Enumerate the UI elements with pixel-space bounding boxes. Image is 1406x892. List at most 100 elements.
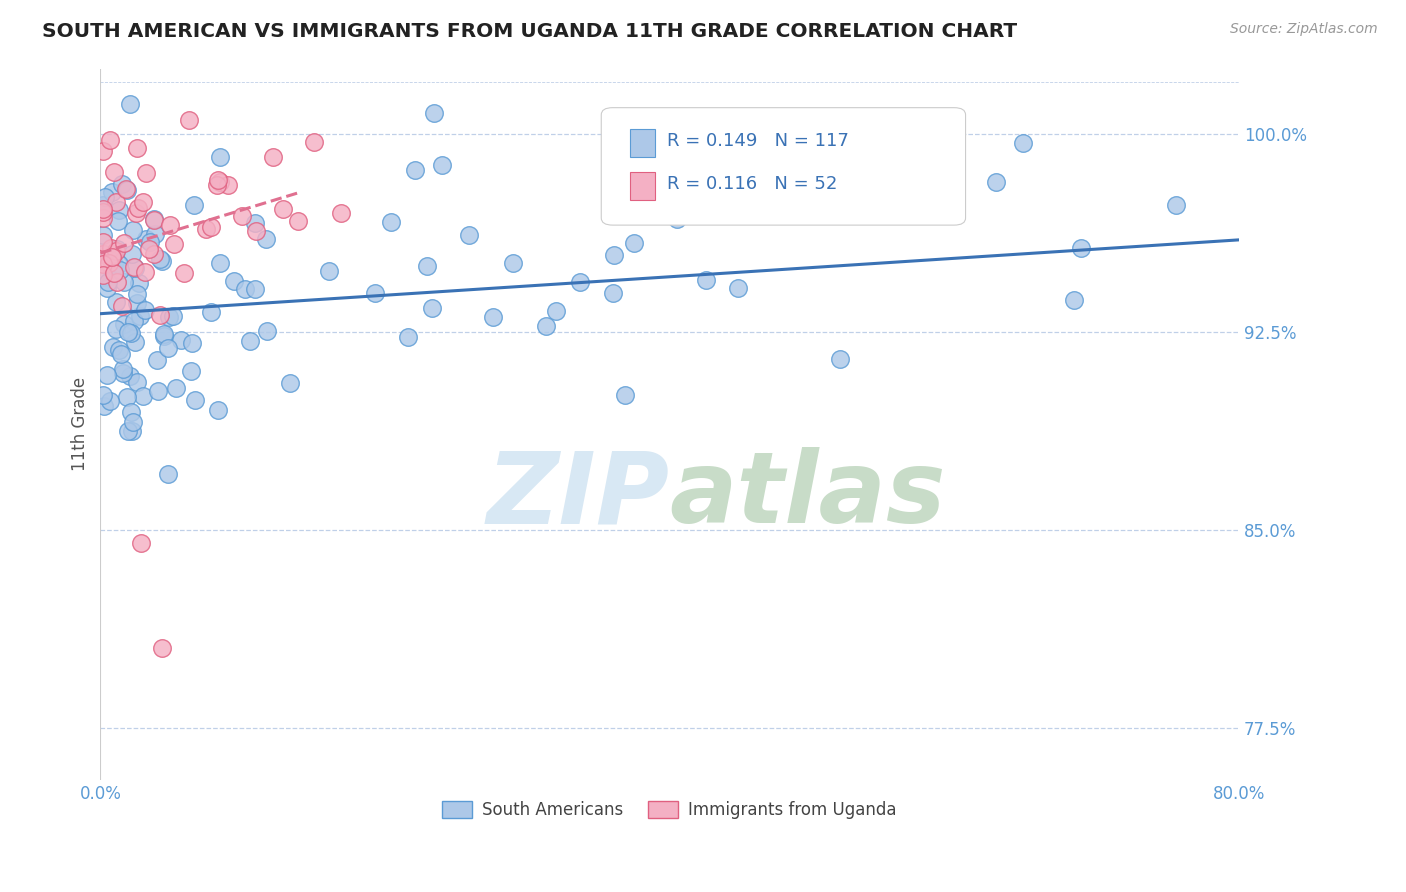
Point	[262, 150, 284, 164]
Point	[162, 309, 184, 323]
Point	[183, 197, 205, 211]
Point	[1012, 136, 1035, 151]
Point	[287, 214, 309, 228]
Point	[180, 364, 202, 378]
Point	[122, 314, 145, 328]
Point	[138, 242, 160, 256]
Point	[108, 343, 131, 357]
Point	[142, 211, 165, 226]
Point	[110, 347, 132, 361]
Point	[100, 133, 122, 147]
Point	[256, 324, 278, 338]
Point	[91, 388, 114, 402]
FancyBboxPatch shape	[602, 108, 966, 225]
Point	[139, 235, 162, 249]
FancyBboxPatch shape	[630, 172, 655, 200]
Point	[111, 177, 134, 191]
Point	[125, 140, 148, 154]
Point	[125, 206, 148, 220]
Point	[420, 301, 443, 316]
Point	[127, 375, 149, 389]
Point	[120, 369, 142, 384]
Point	[122, 415, 145, 429]
Point	[103, 257, 125, 271]
Point	[131, 388, 153, 402]
Y-axis label: 11th Grade: 11th Grade	[72, 377, 89, 472]
Point	[502, 256, 524, 270]
Point	[209, 175, 232, 189]
Point	[254, 232, 277, 246]
Point	[112, 317, 135, 331]
Point	[156, 467, 179, 482]
Point	[98, 393, 121, 408]
Point	[1164, 198, 1187, 212]
Point	[105, 321, 128, 335]
Point	[112, 236, 135, 251]
Point	[115, 183, 138, 197]
Point	[134, 264, 156, 278]
Point	[121, 247, 143, 261]
Point	[146, 384, 169, 398]
Point	[239, 334, 262, 349]
Point	[727, 281, 749, 295]
Point	[149, 308, 172, 322]
Point	[135, 232, 157, 246]
Point	[120, 405, 142, 419]
Point	[207, 173, 229, 187]
Point	[231, 209, 253, 223]
Point	[103, 340, 125, 354]
Point	[217, 178, 239, 193]
Point	[100, 185, 122, 199]
Point	[117, 425, 139, 439]
Point	[96, 280, 118, 294]
Point	[91, 268, 114, 282]
Point	[131, 195, 153, 210]
Point	[762, 201, 785, 215]
Text: R = 0.149   N = 117: R = 0.149 N = 117	[668, 132, 849, 150]
Point	[536, 319, 558, 334]
Point	[245, 282, 267, 296]
Point	[96, 368, 118, 383]
Point	[156, 341, 179, 355]
Point	[159, 218, 181, 232]
Point	[658, 185, 681, 199]
Point	[91, 235, 114, 249]
Point	[129, 536, 152, 550]
Point	[173, 266, 195, 280]
Point	[118, 323, 141, 337]
Point	[200, 219, 222, 234]
Point	[129, 310, 152, 324]
Point	[568, 275, 591, 289]
Point	[146, 352, 169, 367]
Point	[91, 247, 114, 261]
Point	[91, 145, 114, 159]
Point	[112, 276, 135, 290]
Point	[404, 162, 426, 177]
Point	[602, 286, 624, 301]
Point	[695, 273, 717, 287]
Point	[91, 198, 114, 212]
Point	[614, 194, 637, 209]
Point	[280, 376, 302, 391]
Point	[245, 224, 267, 238]
Point	[183, 392, 205, 407]
Point	[103, 266, 125, 280]
Point	[153, 329, 176, 343]
Point	[128, 276, 150, 290]
Point	[112, 362, 135, 376]
Point	[93, 247, 115, 261]
Point	[603, 248, 626, 262]
Point	[93, 270, 115, 285]
Point	[828, 352, 851, 367]
Point	[181, 336, 204, 351]
Point	[105, 275, 128, 289]
Point	[100, 241, 122, 255]
Point	[107, 213, 129, 227]
Text: ZIP: ZIP	[486, 447, 669, 544]
Text: atlas: atlas	[669, 447, 946, 544]
Point	[159, 310, 181, 324]
Point	[142, 213, 165, 227]
FancyBboxPatch shape	[630, 129, 655, 158]
Point	[1063, 293, 1085, 307]
Text: SOUTH AMERICAN VS IMMIGRANTS FROM UGANDA 11TH GRADE CORRELATION CHART: SOUTH AMERICAN VS IMMIGRANTS FROM UGANDA…	[42, 22, 1018, 41]
